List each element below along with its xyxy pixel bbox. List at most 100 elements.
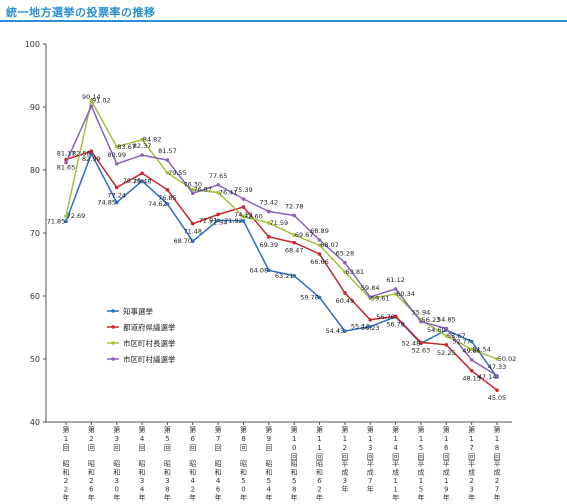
data-label: 66.66 [310, 258, 329, 266]
x-label-char: 第 [316, 425, 323, 434]
x-label-char: 2 [89, 435, 93, 443]
legend-label: 市区町村長選挙 [123, 338, 176, 348]
data-point [190, 239, 195, 243]
x-label-char: 3 [368, 444, 372, 452]
x-label-char: 回 [88, 444, 95, 452]
data-label: 59.61 [371, 294, 390, 302]
data-label: 60.49 [336, 297, 355, 305]
data-point [292, 273, 296, 278]
x-label-char: 回 [468, 453, 475, 461]
data-point [317, 295, 322, 300]
x-label-char: 1 [317, 444, 321, 452]
x-label-char: 5 [292, 477, 296, 485]
x-label-char: 2 [191, 486, 195, 494]
x-label-char: 成 [392, 468, 399, 477]
x-label-char: 3 [114, 435, 118, 443]
x-label-char: 2 [343, 444, 347, 452]
x-label-char: 2 [495, 477, 499, 485]
data-label: 78.25 [123, 177, 142, 185]
y-tick-label: 50 [30, 355, 40, 364]
data-point [216, 190, 220, 195]
x-label-char: 8 [165, 486, 169, 494]
data-label: 74.62 [148, 200, 167, 208]
x-label-char: 平 [341, 460, 348, 468]
data-label: 69.67 [295, 231, 314, 239]
x-label-char: 年 [494, 493, 501, 502]
data-point [216, 183, 220, 187]
x-label-char: 5 [419, 444, 423, 452]
x-label-char: 年 [189, 493, 196, 502]
data-label: 84.82 [143, 136, 162, 144]
x-label-char: 6 [216, 486, 221, 494]
data-label: 82.58 [72, 150, 91, 158]
x-label-char: 第 [88, 425, 95, 434]
x-label-char: 3 [343, 477, 347, 485]
x-label-char: 回 [139, 444, 146, 452]
data-label: 72.78 [285, 202, 304, 210]
data-point [114, 145, 119, 149]
data-point [216, 218, 220, 223]
data-point [393, 292, 398, 296]
data-point [165, 202, 170, 206]
data-label: 90.14 [82, 93, 101, 101]
data-label: 71.85 [47, 217, 66, 225]
data-point [241, 197, 246, 201]
x-label-char: 5 [241, 477, 245, 485]
data-label: 56.23 [422, 316, 441, 324]
data-point [64, 219, 68, 224]
data-point [469, 339, 474, 344]
data-label: 79.48 [133, 177, 152, 185]
data-label: 91.02 [92, 97, 111, 105]
data-point [114, 161, 119, 166]
data-label: 52.25 [437, 349, 456, 357]
x-label-char: 回 [494, 453, 501, 461]
data-label: 81.57 [158, 147, 177, 155]
x-label-char: 4 [191, 477, 196, 485]
data-point [241, 205, 246, 209]
x-axis-labels: 第1回昭和22年第2回昭和26年第3回昭和30年第4回昭和34年第5回昭和38年… [63, 422, 501, 502]
x-label-char: 1 [393, 477, 397, 485]
data-point [89, 149, 94, 153]
data-label: 64.08 [250, 266, 269, 274]
data-label: 76.87 [193, 186, 212, 194]
data-label: 68.89 [310, 227, 329, 235]
x-label-char: 第 [139, 425, 146, 434]
x-label-char: 昭 [113, 460, 120, 468]
data-point [419, 319, 423, 324]
data-point [444, 334, 449, 338]
data-point [140, 171, 144, 176]
data-point [317, 238, 322, 242]
data-label: 51.54 [472, 345, 491, 353]
legend-label: 知事選挙 [123, 306, 153, 316]
data-label: 52.77 [452, 338, 471, 346]
x-label-char: 第 [113, 425, 120, 434]
x-label-char: 年 [443, 493, 450, 502]
data-point [368, 324, 373, 329]
x-label-char: 4 [393, 444, 398, 452]
x-label-char: 0 [241, 486, 245, 494]
x-label-char: 回 [240, 444, 247, 452]
x-label-char: 年 [392, 493, 399, 502]
data-label: 83.67 [117, 143, 136, 151]
x-label-char: 平 [367, 460, 374, 468]
data-point [114, 185, 119, 190]
x-label-char: 1 [393, 486, 397, 494]
data-label: 61.12 [386, 276, 405, 284]
x-label-char: 5 [165, 435, 169, 443]
x-label-char: 1 [469, 435, 473, 443]
data-label: 74.85 [97, 198, 116, 206]
x-label-char: 平 [468, 460, 475, 468]
x-label-char: 回 [443, 453, 450, 461]
x-label-char: 9 [267, 435, 271, 443]
data-label: 77.65 [209, 172, 228, 180]
x-label-char: 年 [468, 493, 475, 502]
data-label: 52.63 [412, 346, 431, 354]
